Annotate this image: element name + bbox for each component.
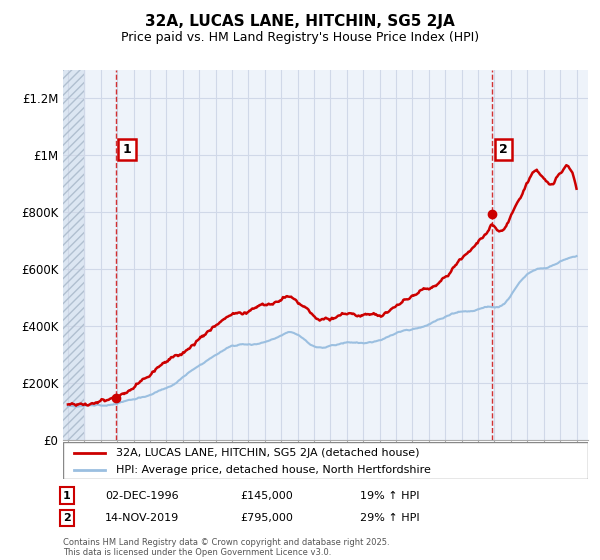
- Text: Contains HM Land Registry data © Crown copyright and database right 2025.
This d: Contains HM Land Registry data © Crown c…: [63, 538, 389, 557]
- Text: 19% ↑ HPI: 19% ↑ HPI: [360, 491, 419, 501]
- Bar: [63, 70, 85, 440]
- FancyBboxPatch shape: [63, 442, 588, 479]
- Bar: [63, 70, 85, 440]
- Text: £795,000: £795,000: [240, 513, 293, 523]
- Text: 32A, LUCAS LANE, HITCHIN, SG5 2JA: 32A, LUCAS LANE, HITCHIN, SG5 2JA: [145, 14, 455, 29]
- Text: Price paid vs. HM Land Registry's House Price Index (HPI): Price paid vs. HM Land Registry's House …: [121, 31, 479, 44]
- Text: HPI: Average price, detached house, North Hertfordshire: HPI: Average price, detached house, Nort…: [115, 465, 430, 475]
- Text: 32A, LUCAS LANE, HITCHIN, SG5 2JA (detached house): 32A, LUCAS LANE, HITCHIN, SG5 2JA (detac…: [115, 447, 419, 458]
- Text: 1: 1: [63, 491, 71, 501]
- Text: 1: 1: [122, 143, 131, 156]
- Text: 2: 2: [63, 513, 71, 523]
- Text: 14-NOV-2019: 14-NOV-2019: [105, 513, 179, 523]
- Text: £145,000: £145,000: [240, 491, 293, 501]
- Text: 2: 2: [499, 143, 508, 156]
- Text: 29% ↑ HPI: 29% ↑ HPI: [360, 513, 419, 523]
- Text: 02-DEC-1996: 02-DEC-1996: [105, 491, 179, 501]
